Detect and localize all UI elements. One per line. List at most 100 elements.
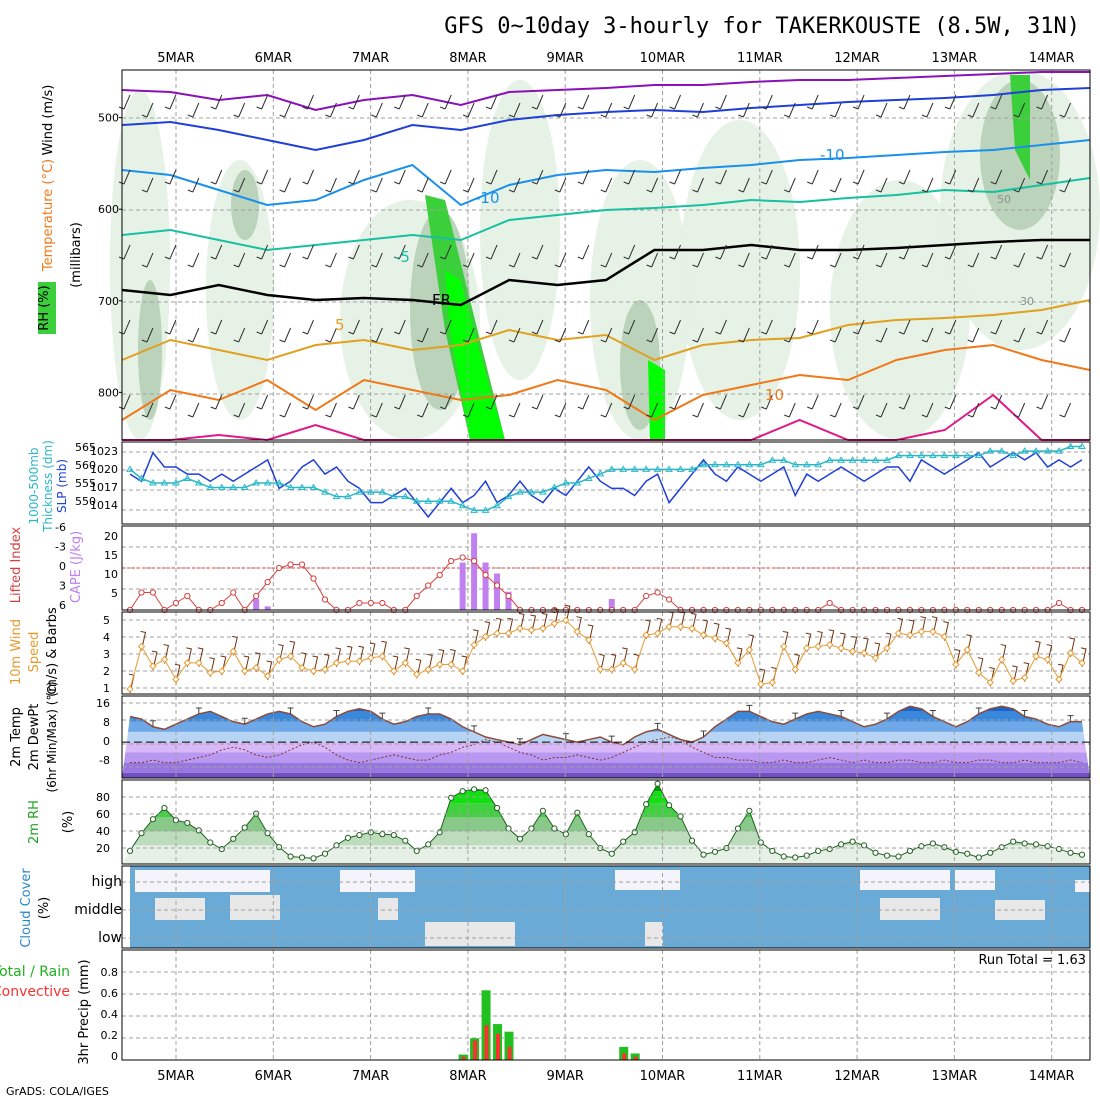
rh-tick: 40	[96, 825, 110, 838]
thickness-marker	[344, 492, 352, 500]
wind-barb	[279, 327, 292, 343]
temp-tick: 8	[103, 716, 110, 729]
wind-barb	[761, 319, 773, 335]
date-label-top: 12MAR	[834, 51, 880, 66]
wind-barb	[141, 252, 154, 268]
temp-minmax	[746, 704, 753, 712]
lifted-index-marker	[230, 589, 237, 596]
temp-ylabel-a: 2m Temp	[9, 707, 24, 767]
contour-label: 50	[997, 193, 1011, 206]
temp-tick: -8	[99, 754, 110, 767]
rh-marker	[872, 849, 879, 856]
wind-barb	[784, 252, 796, 268]
rh-tick: 20	[96, 842, 110, 855]
precip-ylabel-b: Convective	[0, 984, 70, 1000]
cape-ylabel-a: Lifted Index	[9, 526, 24, 603]
cape-tick-right: 15	[104, 549, 118, 562]
date-label-top: 14MAR	[1029, 51, 1075, 66]
wind-barb	[875, 177, 888, 193]
wind-barb	[348, 169, 360, 185]
wind-speed-marker	[240, 667, 249, 675]
thickness-marker	[791, 460, 800, 468]
temp-minmax	[884, 712, 891, 720]
cape-tick-right: 10	[104, 568, 118, 581]
precip-tick: 0	[111, 1050, 118, 1063]
thickness-marker	[951, 451, 960, 459]
thickness-marker	[424, 497, 433, 504]
rh-marker	[654, 780, 661, 787]
cloud-block	[425, 922, 515, 946]
wind-barb	[623, 319, 636, 335]
rh-marker	[815, 847, 822, 855]
wind-speed-marker	[688, 624, 696, 633]
contour-label: 30	[1020, 295, 1034, 308]
wind-barb	[256, 394, 269, 410]
wind-barb	[508, 177, 521, 193]
temperature-contour	[121, 238, 1090, 307]
wind-barb	[944, 394, 957, 410]
contour-label: 10	[765, 386, 784, 404]
rh-marker	[207, 839, 214, 846]
wind-barb	[1013, 327, 1026, 343]
wind-barb	[325, 402, 337, 418]
wind-barb	[692, 327, 704, 343]
wind-speed-marker	[848, 647, 857, 656]
thickness-marker	[917, 451, 926, 459]
wind-speed-marker	[1066, 649, 1075, 657]
wind-speed-marker	[332, 659, 341, 667]
wind-barb	[531, 319, 544, 335]
wind-barb	[829, 102, 842, 118]
rh-marker	[562, 831, 569, 838]
wind-barb	[738, 177, 750, 193]
wind-barb	[462, 177, 475, 193]
rh-marker	[746, 807, 753, 814]
precip-tick: 0.6	[101, 987, 119, 1000]
wind-barb	[669, 94, 682, 110]
thickness-marker	[550, 483, 559, 491]
rh-marker	[138, 830, 145, 837]
wind-barb	[669, 319, 682, 335]
wind-barb	[715, 394, 727, 410]
wind-speed-marker	[837, 644, 845, 652]
wind-barb	[462, 102, 475, 118]
wind-barb	[967, 177, 980, 193]
wind-barb	[646, 252, 659, 268]
wind-barb	[187, 402, 200, 418]
thickness-marker	[688, 465, 696, 472]
wind-barb	[348, 94, 360, 110]
wind-speed-marker	[401, 659, 409, 667]
wind-speed-marker	[757, 680, 765, 688]
temp-band	[122, 772, 1090, 778]
slp-tick-right: 1020	[90, 463, 118, 476]
wind-speed-marker	[149, 662, 157, 670]
wind-barb	[738, 102, 750, 118]
cape-bar	[264, 606, 271, 610]
contour-label: -5	[395, 248, 410, 266]
wind-barb	[325, 102, 337, 118]
rh-marker	[711, 848, 719, 855]
wind-barb	[462, 402, 475, 418]
wind-speed-marker	[814, 642, 822, 651]
rh-marker	[700, 851, 707, 858]
rh-marker	[276, 844, 283, 851]
wind-barb	[829, 327, 842, 343]
thickness-marker	[1055, 447, 1063, 454]
wind-speed-marker	[906, 631, 914, 639]
temp-minmax	[1021, 710, 1028, 717]
thickness-marker	[504, 492, 513, 500]
wind-barb	[439, 394, 452, 410]
wind-barb	[554, 102, 567, 118]
rh-marker	[849, 838, 856, 845]
wind-speed-marker	[447, 660, 455, 669]
rh-frame	[121, 779, 1091, 865]
cloud-ylabel-b: (%)	[37, 897, 52, 920]
rh-marker	[665, 802, 673, 809]
rh-marker	[941, 844, 948, 851]
cape-bar	[459, 562, 466, 610]
wind-speed-marker	[218, 667, 226, 675]
wind-barb	[394, 244, 406, 260]
thickness-marker	[286, 483, 295, 491]
wind-barb	[784, 327, 796, 343]
wind-speed-marker	[1078, 659, 1086, 667]
precip-ylabel-a: Total / Rain	[0, 964, 70, 980]
